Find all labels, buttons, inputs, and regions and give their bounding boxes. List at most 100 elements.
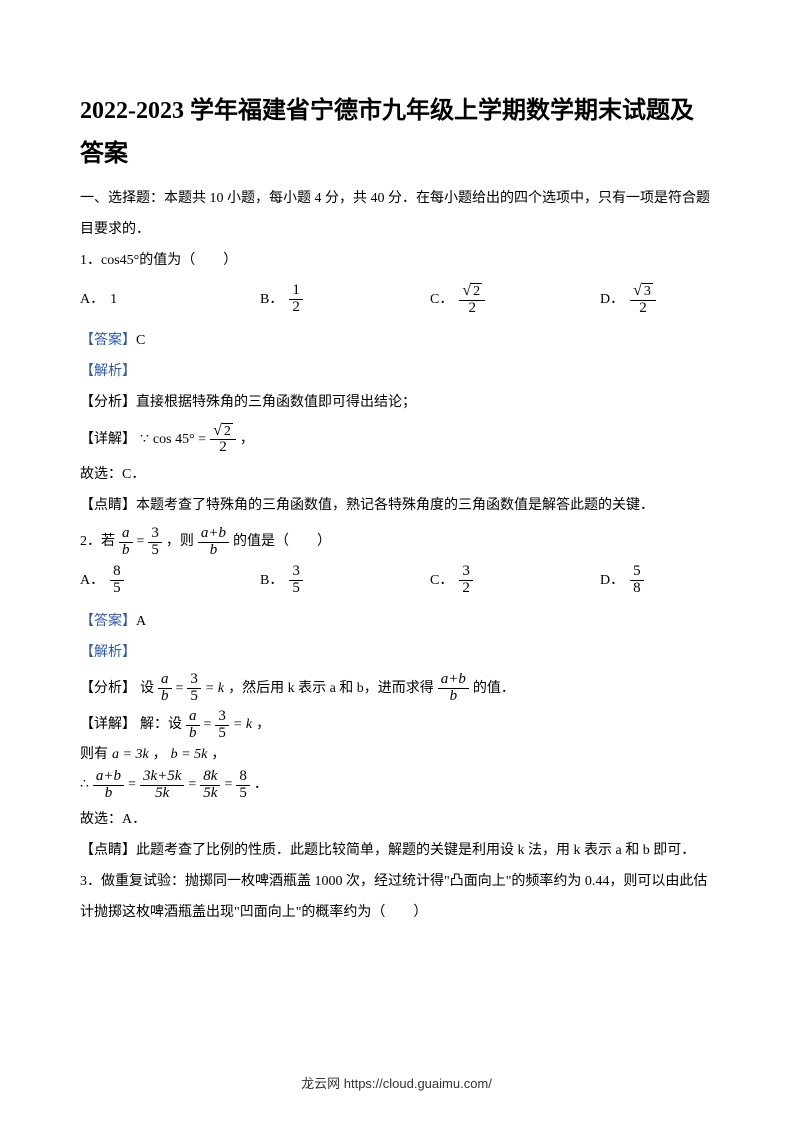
numerator: √ 3	[630, 283, 656, 301]
equals: =	[176, 679, 184, 699]
equals-k: = k	[233, 715, 252, 735]
fraction: 8 5	[236, 769, 250, 802]
denominator: 5	[236, 786, 250, 802]
equals: =	[188, 775, 196, 795]
q2-option-c: C． 3 2	[430, 564, 600, 597]
q2-stem: 2．若 a b = 3 5 ，则 a+b b 的值是（ ）	[80, 526, 713, 559]
answer-value: A	[136, 614, 146, 629]
q2-dj: 【点睛】此题考查了比例的性质．此题比较简单，解题的关键是利用设 k 法，用 k …	[80, 836, 713, 867]
denominator: 5k	[152, 786, 172, 802]
q1-stem: 1．cos45°的值为（ ）	[80, 246, 713, 277]
fraction-35: 3 5	[215, 709, 229, 742]
numerator: 3	[148, 526, 162, 543]
a-eq-3k: a = 3k	[112, 745, 149, 765]
q2-answer: 【答案】A	[80, 607, 713, 638]
q2-so: 故选：A．	[80, 805, 713, 836]
q2-option-a: A． 8 5	[80, 564, 260, 597]
fraction-ab: a b	[158, 672, 172, 705]
numerator: 5	[630, 564, 644, 581]
detail-label: 【详解】	[80, 715, 136, 735]
q2-detail: 【详解】 解：设 a b = 3 5 = k ，	[80, 709, 713, 742]
option-label: D．	[600, 290, 624, 310]
denominator: 5	[215, 726, 229, 742]
fraction: √ 3 2	[630, 283, 656, 317]
detail-label: 【详解】	[80, 430, 136, 450]
denominator: 2	[636, 301, 650, 317]
detail-suffix: ，	[240, 430, 254, 450]
fx-suffix: 的值．	[473, 679, 515, 699]
numerator: 8k	[200, 769, 220, 786]
document-title: 2022-2023 学年福建省宁德市九年级上学期数学期末试题及答案	[80, 90, 713, 176]
then-text: 则有	[80, 745, 108, 765]
because-symbol: ∵	[140, 430, 149, 450]
q2-then: 则有 a = 3k ， b = 5k ，	[80, 745, 713, 765]
numerator: 3k+5k	[140, 769, 184, 786]
stem-prefix: 2．若	[80, 532, 115, 552]
numerator: 3	[459, 564, 473, 581]
fraction-apb: a+b b	[438, 672, 469, 705]
q2-options: A． 8 5 B． 3 5 C． 3 2 D． 5 8	[80, 564, 713, 597]
b-eq-5k: b = 5k	[171, 745, 208, 765]
answer-value: C	[136, 333, 145, 348]
numerator: √ 2	[459, 283, 485, 301]
numerator: a	[158, 672, 172, 689]
equals-k: = k	[205, 679, 224, 699]
numerator: a+b	[198, 526, 229, 543]
denominator: 5k	[200, 786, 220, 802]
radical-sign: √	[213, 423, 222, 439]
equals: =	[137, 532, 145, 552]
denominator: 5	[187, 689, 201, 705]
q1-option-c: C． √ 2 2	[430, 283, 600, 317]
q1-options: A． 1 B． 1 2 C． √ 2 2 D．	[80, 283, 713, 317]
radicand: 3	[642, 283, 653, 299]
radical-sign: √	[462, 283, 471, 299]
dj-label: 【点睛】	[80, 498, 136, 513]
fraction: 8 5	[110, 564, 124, 597]
answer-label: 【答案】	[80, 333, 136, 348]
option-label: D．	[600, 571, 624, 591]
numerator: a	[119, 526, 133, 543]
numerator: a+b	[93, 769, 124, 786]
q1-dj: 【点睛】本题考查了特殊角的三角函数值，熟记各特殊角度的三角函数值是解答此题的关键…	[80, 491, 713, 522]
fraction-ab: a b	[119, 526, 133, 559]
equals: =	[224, 775, 232, 795]
fraction: 5 8	[630, 564, 644, 597]
dj-text: 此题考查了比例的性质．此题比较简单，解题的关键是利用设 k 法，用 k 表示 a…	[136, 843, 695, 858]
denominator: 8	[630, 581, 644, 597]
q1-detail: 【详解】 ∵ cos 45° = √ 2 2 ，	[80, 423, 713, 457]
q1-option-a: A． 1	[80, 290, 260, 310]
fraction: 3 2	[459, 564, 473, 597]
numerator: 3	[215, 709, 229, 726]
q1-fx: 【分析】直接根据特殊角的三角函数值即可得出结论；	[80, 388, 713, 419]
sqrt: √ 3	[633, 283, 653, 299]
fraction: 8k 5k	[200, 769, 220, 802]
q1-so: 故选：C．	[80, 460, 713, 491]
denominator: 2	[465, 301, 479, 317]
page-content: 2022-2023 学年福建省宁德市九年级上学期数学期末试题及答案 一、选择题：…	[0, 0, 793, 969]
period: ．	[254, 775, 268, 795]
equals: =	[204, 715, 212, 735]
fx-mid: ，然后用 k 表示 a 和 b，进而求得	[228, 679, 434, 699]
q1-analysis: 【解析】	[80, 357, 713, 388]
fraction: √ 2 2	[210, 423, 236, 457]
option-label: B．	[260, 571, 283, 591]
equals: =	[128, 775, 136, 795]
denominator: 5	[289, 581, 303, 597]
numerator: 8	[236, 769, 250, 786]
option-label: A．	[80, 571, 104, 591]
q2-analysis: 【解析】	[80, 638, 713, 669]
fraction: 3 5	[289, 564, 303, 597]
radicand: 2	[222, 423, 233, 439]
denominator: b	[186, 726, 200, 742]
comma: ，	[211, 745, 225, 765]
fraction-35: 3 5	[148, 526, 162, 559]
numerator: a+b	[438, 672, 469, 689]
fraction: 1 2	[289, 283, 303, 316]
q2-chain: ∴ a+b b = 3k+5k 5k = 8k 5k = 8 5 ．	[80, 769, 713, 802]
stem-mid: ，则	[166, 532, 194, 552]
denominator: b	[102, 786, 116, 802]
denominator: 2	[216, 440, 230, 456]
numerator: 3	[187, 672, 201, 689]
page-footer: 龙云网 https://cloud.guaimu.com/	[0, 1073, 793, 1092]
denominator: b	[119, 543, 133, 559]
